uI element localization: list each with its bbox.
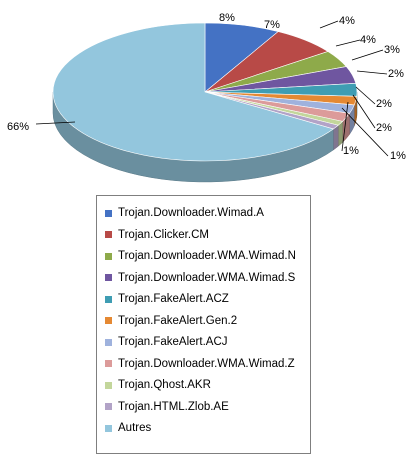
legend-swatch — [105, 295, 112, 303]
legend-label: Trojan.FakeAlert.Gen.2 — [118, 314, 238, 327]
legend-label: Trojan.Downloader.WMA.Wimad.N — [118, 250, 296, 262]
legend-label: Trojan.Downloader.WMA.Wimad.Z — [118, 357, 295, 370]
legend-swatch — [105, 360, 112, 367]
slice-side-trojan-html-zlob-ae — [333, 124, 339, 151]
legend-swatch — [105, 381, 112, 389]
legend-item-trojan-fakealert-acj: Trojan.FakeAlert.ACJ — [105, 334, 228, 350]
data-label-trojan-qhost-akr: 1% — [343, 145, 359, 157]
data-label-trojan-html-zlob-ae: 1% — [390, 150, 406, 162]
legend-label: Trojan.HTML.Zlob.AE — [118, 400, 229, 413]
legend-item-autres: Autres — [105, 420, 151, 436]
pie-slices — [52, 22, 358, 162]
slice-autres — [52, 22, 335, 162]
legend-item-trojan-html-zlob-ae: Trojan.HTML.Zlob.AE — [105, 399, 229, 415]
data-label-trojan-downloader-wma-wimad-z: 2% — [376, 122, 392, 134]
leader-line-trojan-downloader-wma-wimad-n — [319, 20, 339, 29]
legend-item-trojan-downloader-wma-wimad-z: Trojan.Downloader.WMA.Wimad.Z — [105, 356, 295, 372]
legend-label: Trojan.Downloader.Wimad.A — [118, 207, 264, 219]
legend-label: Trojan.FakeAlert.ACZ — [118, 293, 229, 305]
legend: Trojan.Downloader.Wimad.A Trojan.Clicker.… — [96, 195, 311, 454]
leader-line-trojan-qhost-akr — [341, 101, 349, 152]
legend-item-trojan-downloader-wimad-a: Trojan.Downloader.Wimad.A — [105, 205, 264, 221]
legend-label: Trojan.Qhost.AKR — [118, 379, 211, 391]
leader-line-trojan-fakealert-acz — [351, 49, 384, 61]
legend-item-trojan-fakealert-gen-2: Trojan.FakeAlert.Gen.2 — [105, 313, 237, 329]
legend-label: Trojan.Clicker.CM — [118, 228, 209, 241]
legend-swatch — [105, 424, 112, 432]
data-label-trojan-fakealert-acz: 3% — [384, 44, 400, 56]
leader-line-trojan-html-zlob-ae — [341, 107, 389, 157]
legend-item-trojan-qhost-akr: Trojan.Qhost.AKR — [105, 377, 211, 393]
legend-label: Trojan.FakeAlert.ACJ — [118, 336, 228, 348]
data-label-trojan-fakealert-gen-2: 2% — [388, 68, 404, 80]
legend-swatch — [105, 252, 112, 260]
legend-swatch — [105, 274, 112, 281]
pie-chart: 8% 7% 4% 4% 3% 2% 2% 2% 1% 1% 66% — [7, 12, 406, 183]
leader-line-trojan-fakealert-acj — [355, 86, 376, 105]
data-label-autres: 66% — [7, 121, 29, 133]
leader-line-trojan-fakealert-gen-2 — [356, 70, 388, 75]
leader-line-autres — [35, 121, 76, 125]
legend-swatch — [105, 403, 112, 410]
data-label-trojan-fakealert-acj: 2% — [376, 98, 392, 110]
legend-item-trojan-downloader-wma-wimad-n: Trojan.Downloader.WMA.Wimad.N — [105, 248, 296, 264]
leader-line-trojan-downloader-wma-wimad-s — [335, 39, 361, 47]
legend-label: Trojan.Downloader.WMA.Wimad.S — [118, 271, 296, 284]
data-label-trojan-clicker-cm: 7% — [264, 19, 280, 31]
legend-swatch — [105, 338, 112, 346]
data-label-trojan-downloader-wma-wimad-s: 4% — [360, 34, 376, 46]
legend-swatch — [105, 231, 112, 238]
leader-lines — [35, 20, 389, 157]
data-label-trojan-downloader-wma-wimad-n: 4% — [339, 15, 355, 27]
legend-label: Autres — [118, 422, 152, 434]
legend-item-trojan-downloader-wma-wimad-s: Trojan.Downloader.WMA.Wimad.S — [105, 270, 295, 286]
legend-swatch — [105, 317, 112, 324]
slice-side-trojan-qhost-akr — [337, 120, 343, 147]
legend-item-trojan-clicker-cm: Trojan.Clicker.CM — [105, 227, 209, 243]
slice-labels: 8% 7% 4% 4% 3% 2% 2% 2% 1% 1% 66% — [7, 12, 406, 162]
leader-line-trojan-downloader-wma-wimad-z — [352, 94, 376, 129]
data-label-trojan-downloader-wimad-a: 8% — [219, 12, 235, 24]
legend-swatch — [105, 209, 112, 217]
legend-item-trojan-fakealert-acz: Trojan.FakeAlert.ACZ — [105, 291, 229, 307]
